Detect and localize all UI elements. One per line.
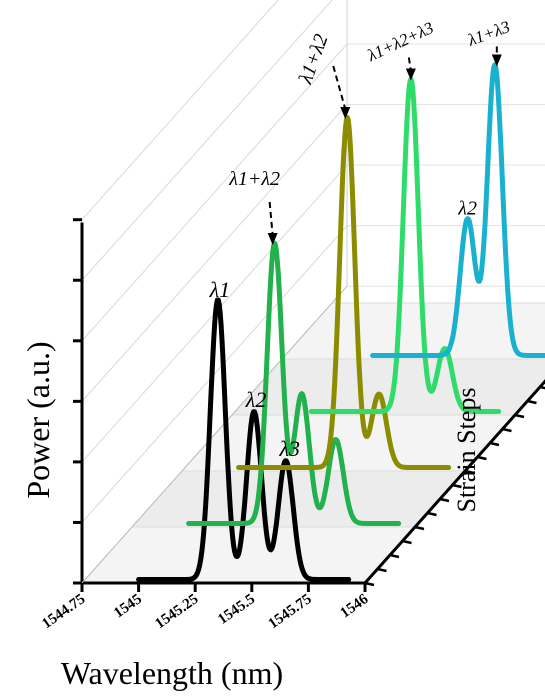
peak-label: λ1 — [209, 277, 231, 302]
z-tick — [514, 413, 525, 419]
peak-label: λ1+λ2+λ3 — [364, 18, 437, 65]
x-tick-label: 1544.75 — [39, 591, 88, 632]
z-tick — [527, 399, 537, 405]
y-axis-title: Power (a.u.) — [20, 341, 56, 498]
series-line — [186, 240, 402, 526]
wall-grid-line — [81, 104, 348, 402]
floor-strip — [280, 302, 545, 360]
z-tick — [464, 469, 475, 475]
peak-arrow-head — [405, 68, 416, 81]
peak-arrow-head — [491, 54, 502, 67]
z-tick — [477, 455, 487, 461]
z-tick — [489, 441, 500, 447]
peak-arrow — [332, 65, 347, 110]
z-tick — [452, 483, 462, 489]
z-tick — [377, 567, 387, 573]
x-tick-label: 1545.75 — [266, 591, 315, 632]
x-axis-title: Wavelength (nm) — [61, 655, 283, 691]
z-tick — [502, 427, 512, 433]
peak-label: λ2 — [457, 198, 477, 220]
series-line — [308, 76, 502, 414]
peak-label: λ1+λ3 — [464, 17, 512, 50]
peak-arrow — [407, 57, 412, 71]
floor-strip — [80, 526, 417, 584]
peak-arrow-head — [340, 107, 351, 119]
peak-label: λ3 — [278, 436, 300, 461]
z-axis-title: Strain Steps — [452, 388, 481, 513]
wall-grid-line — [81, 0, 333, 281]
z-axis-line — [363, 379, 545, 584]
x-tick-label: 1545.25 — [152, 591, 201, 632]
peak-label: λ1+λ2 — [294, 31, 332, 87]
peak-label: λ2 — [245, 387, 267, 412]
floor-strip — [130, 470, 467, 528]
series-line — [236, 115, 452, 470]
x-tick-label: 1545.5 — [215, 591, 258, 628]
z-tick — [402, 539, 412, 545]
z-tick — [539, 385, 545, 390]
series-line — [370, 62, 545, 358]
z-tick — [389, 553, 400, 559]
wall-grid-line — [81, 43, 348, 342]
floor-left-edge — [81, 285, 348, 584]
series-layer — [136, 62, 545, 582]
peak-label: λ1+λ2 — [228, 168, 280, 190]
z-tick — [414, 525, 425, 531]
peak-arrow-head — [267, 233, 278, 245]
series-line — [136, 297, 352, 582]
z-tick — [427, 511, 437, 517]
wall-grid-line — [81, 0, 279, 221]
peak-arrow — [268, 201, 274, 236]
x-tick-label: 1545 — [111, 591, 145, 621]
x-tick-label: 1546 — [338, 591, 372, 622]
z-tick — [439, 497, 450, 503]
